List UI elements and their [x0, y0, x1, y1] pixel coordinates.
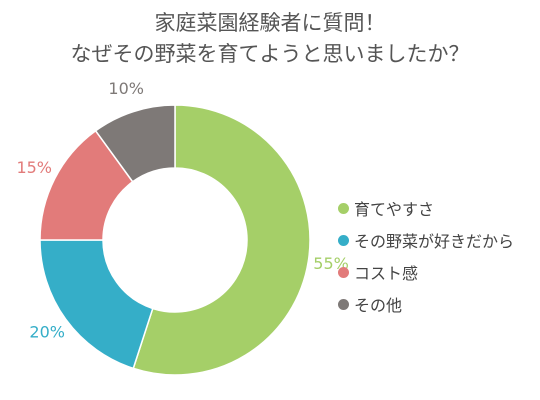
- slice-label-1: 20%: [29, 322, 65, 341]
- slice-1: [39, 239, 154, 370]
- legend-label-3: その他: [354, 296, 403, 315]
- legend-item-1: その野菜が好きだから: [338, 224, 514, 256]
- legend-label-1: その野菜が好きだから: [354, 232, 515, 251]
- legend-marker-3: [338, 298, 349, 310]
- chart-title-block: 家庭菜園経験者に質問！ なぜその野菜を育てようと思いましたか？: [0, 8, 540, 70]
- legend-item-0: 育てやすさ: [338, 192, 514, 224]
- legend-label-0: 育てやすさ: [354, 200, 435, 219]
- slice-0: [132, 104, 311, 376]
- chart-subtitle: なぜその野菜を育てようと思いましたか？: [70, 42, 470, 66]
- legend-item-3: その他: [338, 288, 514, 320]
- chart-legend: 育てやすさ その野菜が好きだから コスト感 その他: [338, 192, 514, 320]
- legend-label-2: コスト感: [354, 264, 419, 283]
- legend-marker-0: [338, 202, 349, 214]
- slice-label-2: 15%: [16, 158, 52, 177]
- slice-label-3: 10%: [108, 79, 144, 98]
- legend-marker-2: [338, 266, 349, 278]
- legend-item-2: コスト感: [338, 256, 514, 288]
- slice-3: [94, 104, 176, 183]
- legend-marker-1: [338, 234, 349, 246]
- chart-title: 家庭菜園経験者に質問！: [154, 11, 386, 35]
